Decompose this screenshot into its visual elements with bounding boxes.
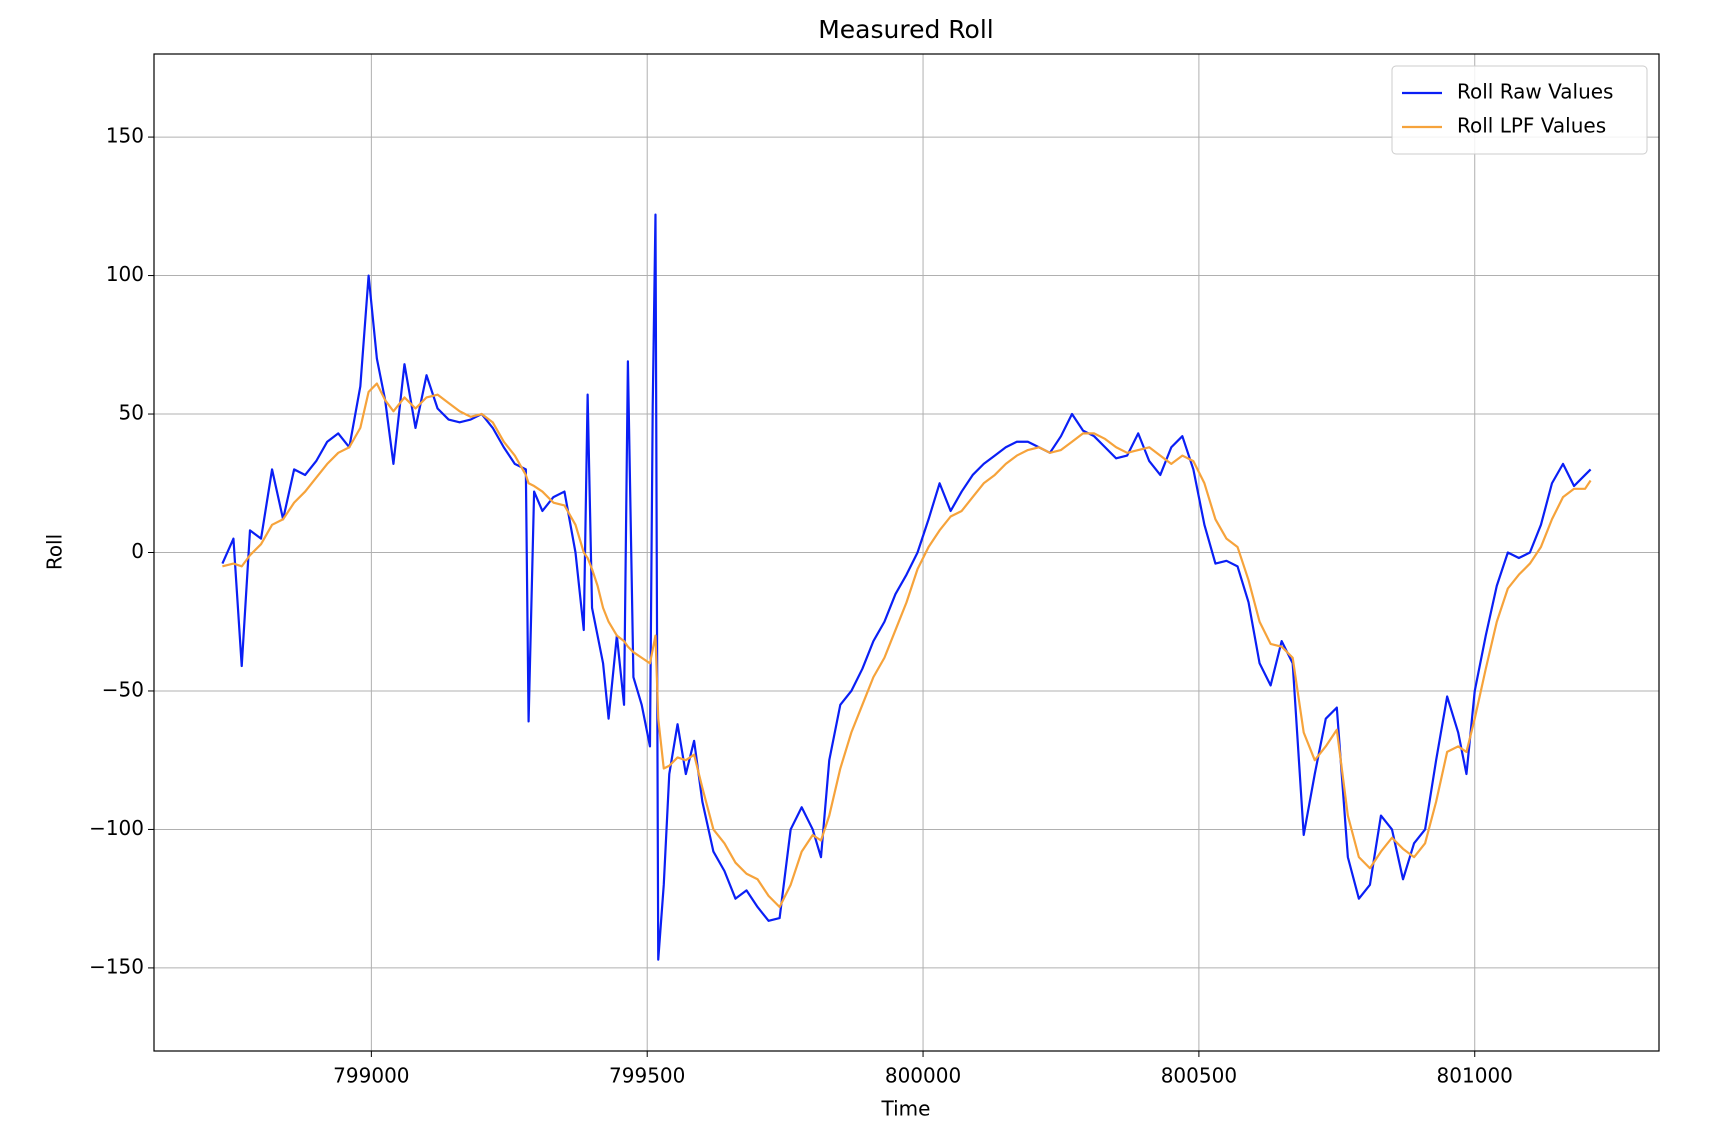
- y-tick-label: 100: [106, 262, 144, 286]
- plot-frame: [153, 53, 1660, 1052]
- y-axis-label: Roll: [43, 534, 67, 570]
- y-tick-label: −100: [89, 816, 144, 840]
- y-tick-label: 50: [119, 401, 144, 425]
- y-tick-label: −50: [102, 677, 144, 701]
- legend-label: Roll LPF Values: [1457, 114, 1606, 138]
- data-line: [221, 213, 1592, 961]
- chart-title: Measured Roll: [818, 15, 994, 44]
- x-tick-label: 801000: [1437, 1064, 1513, 1088]
- x-tick-label: 800500: [1161, 1064, 1237, 1088]
- x-tick-label: 800000: [885, 1064, 961, 1088]
- y-tick-label: 0: [131, 539, 144, 563]
- x-tick-label: 799500: [609, 1064, 685, 1088]
- legend-label: Roll Raw Values: [1457, 80, 1613, 104]
- x-tick-label: 799000: [333, 1064, 409, 1088]
- legend-box: [1391, 65, 1648, 155]
- x-axis-label: Time: [881, 1097, 931, 1121]
- y-tick-label: −150: [89, 954, 144, 978]
- y-tick-label: 150: [106, 124, 144, 148]
- data-line: [222, 382, 1592, 909]
